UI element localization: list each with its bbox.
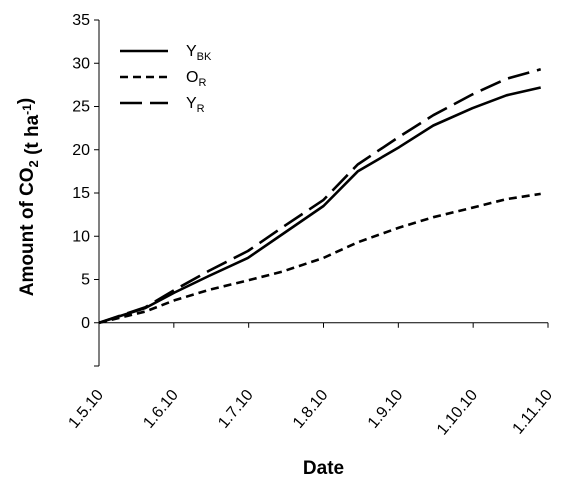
x-tick-label: 1.9.10 bbox=[365, 387, 407, 432]
plot-area bbox=[98, 68, 542, 325]
y-axis-title: Amount of CO2 (t ha-1) bbox=[15, 98, 43, 296]
x-tick-label: 1.11.10 bbox=[509, 387, 556, 438]
legend-label: OR bbox=[186, 69, 206, 89]
y-tick-label: 5 bbox=[81, 272, 90, 289]
x-tick-label: 1.6.10 bbox=[140, 387, 182, 432]
y-tick-label: 35 bbox=[72, 12, 90, 29]
legend-label: YBK bbox=[186, 43, 212, 63]
x-tick-label: 1.5.10 bbox=[65, 387, 107, 432]
y-tick-label: 0 bbox=[81, 315, 90, 332]
y-tick-label: 10 bbox=[72, 228, 90, 245]
series-line-y-r bbox=[98, 68, 542, 325]
y-tick-label: 20 bbox=[72, 142, 90, 159]
x-axis-title: Date bbox=[303, 458, 344, 479]
y-tick-label: 30 bbox=[72, 55, 90, 72]
x-tick-label: 1.10.10 bbox=[434, 387, 481, 439]
y-tick-label: 25 bbox=[72, 99, 90, 116]
legend: YBK OR YR bbox=[120, 43, 212, 115]
y-tick-label: 15 bbox=[72, 185, 90, 202]
y-axis: 0 5 10 15 20 25 30 35 bbox=[72, 12, 100, 367]
series-line-o-r bbox=[98, 192, 541, 325]
x-axis: 1.5.10 1.6.10 1.7.10 1.8.10 1.9.10 1.10.10 1.1… bbox=[65, 322, 556, 439]
x-tick-label: 1.7.10 bbox=[215, 387, 257, 432]
legend-label: YR bbox=[186, 95, 205, 115]
x-tick-label: 1.8.10 bbox=[290, 387, 332, 432]
series-line-y-bk bbox=[98, 86, 541, 325]
